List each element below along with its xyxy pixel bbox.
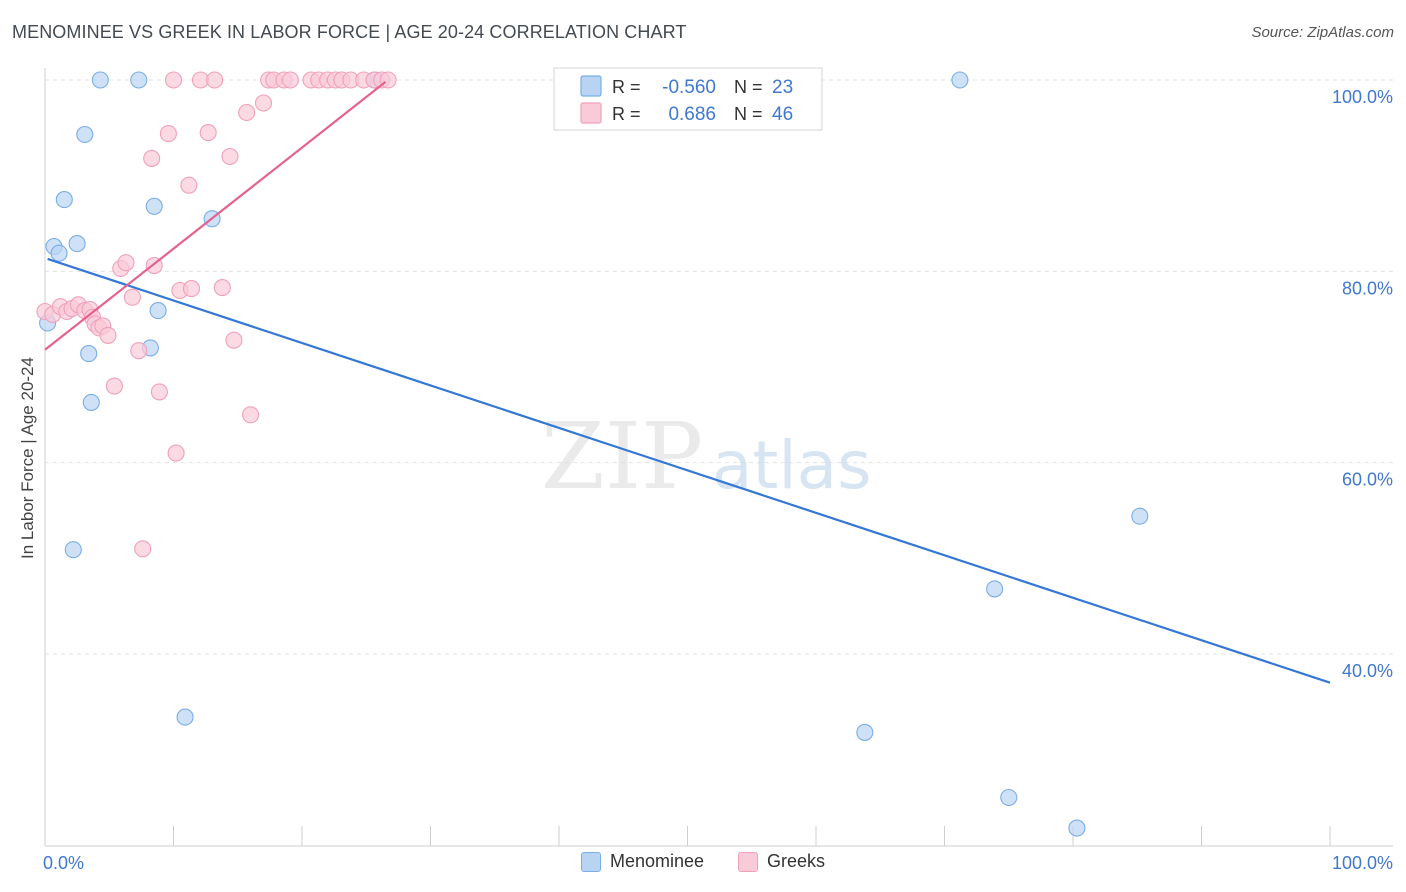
points-layer	[36, 71, 1149, 837]
x-tick-label-max: 100.0%	[1332, 853, 1393, 873]
legend-n-value-menominee: 23	[772, 77, 793, 98]
point-greeks-18	[134, 540, 152, 558]
legend-swatch-greeks	[580, 102, 602, 124]
point-greeks-13	[105, 377, 123, 395]
legend-swatch-menominee	[580, 75, 602, 97]
bottom-legend-label-greeks: Greeks	[767, 851, 826, 871]
bottom-legend: Menominee Greeks	[0, 851, 1406, 872]
point-menominee-2	[50, 244, 68, 262]
point-menominee-12	[145, 197, 163, 215]
point-menominee-22	[1131, 507, 1149, 525]
point-menominee-19	[986, 580, 1004, 598]
point-greeks-36	[254, 94, 273, 112]
point-menominee-9	[91, 71, 109, 89]
point-greeks-23	[164, 71, 183, 89]
point-greeks-32	[221, 147, 239, 166]
axis-layer: 40.0% 60.0% 80.0% 100.0% 0.0% 100.0%	[43, 68, 1393, 873]
legend-n-value-greeks: 46	[772, 104, 793, 125]
point-menominee-18	[951, 71, 969, 89]
watermark: ZIP atlas	[541, 403, 872, 510]
legend-r-label-greeks: R =	[612, 104, 641, 124]
point-menominee-17	[856, 723, 874, 741]
point-greeks-33	[225, 331, 243, 349]
point-greeks-26	[180, 176, 198, 194]
chart-title: MENOMINEE VS GREEK IN LABOR FORCE | AGE …	[12, 22, 687, 42]
x-tick-label-min: 0.0%	[43, 853, 84, 873]
y-tick-label-40: 40.0%	[1342, 661, 1393, 681]
point-menominee-4	[64, 541, 82, 559]
watermark-zip: ZIP	[541, 403, 703, 510]
point-greeks-40	[281, 71, 299, 89]
point-greeks-34	[238, 103, 256, 122]
grid-layer	[45, 79, 1393, 655]
source-credit: Source: ZipAtlas.com	[1251, 24, 1394, 41]
point-greeks-19	[143, 149, 161, 167]
y-tick-label-80: 80.0%	[1342, 278, 1393, 298]
trend-line-greeks	[44, 81, 387, 351]
point-greeks-12	[99, 326, 117, 344]
trend-line-menominee	[47, 257, 1331, 684]
bottom-legend-item-menominee: Menominee	[580, 851, 705, 872]
point-greeks-16	[123, 288, 141, 306]
point-greeks-31	[213, 279, 231, 297]
watermark-atlas: atlas	[712, 427, 872, 504]
point-greeks-24	[167, 444, 185, 462]
point-menominee-14	[176, 708, 194, 726]
y-tick-label-60: 60.0%	[1342, 470, 1393, 490]
point-greeks-15	[117, 254, 135, 272]
legend-r-label-menominee: R =	[612, 77, 641, 97]
legend-r-value-menominee: -0.560	[662, 77, 716, 98]
point-menominee-5	[68, 235, 86, 253]
point-menominee-8	[82, 393, 100, 411]
bottom-legend-swatch-menominee	[580, 851, 601, 872]
point-greeks-22	[159, 125, 177, 143]
bottom-legend-swatch-greeks	[738, 851, 759, 872]
legend-n-label-menominee: N =	[734, 77, 763, 97]
bottom-legend-item-greeks: Greeks	[738, 851, 825, 872]
point-menominee-21	[1068, 819, 1086, 837]
point-menominee-3	[55, 191, 73, 209]
bottom-legend-label-menominee: Menominee	[609, 851, 705, 871]
point-greeks-29	[199, 124, 217, 142]
point-menominee-10	[130, 71, 148, 89]
stats-legend: R = -0.560 N = 23 R = 0.686 N = 46	[553, 67, 823, 131]
point-greeks-21	[150, 383, 168, 401]
point-menominee-20	[1000, 788, 1018, 807]
legend-r-value-greeks: 0.686	[668, 104, 716, 125]
legend-n-label-greeks: N =	[734, 104, 763, 124]
point-greeks-35	[242, 406, 260, 424]
point-menominee-7	[80, 345, 98, 363]
point-menominee-6	[76, 125, 94, 144]
point-greeks-27	[182, 280, 201, 298]
point-menominee-13	[149, 302, 167, 320]
y-tick-label-100: 100.0%	[1332, 87, 1393, 107]
point-greeks-17	[130, 342, 148, 360]
trend-layer	[44, 81, 1331, 684]
point-greeks-30	[206, 71, 224, 89]
